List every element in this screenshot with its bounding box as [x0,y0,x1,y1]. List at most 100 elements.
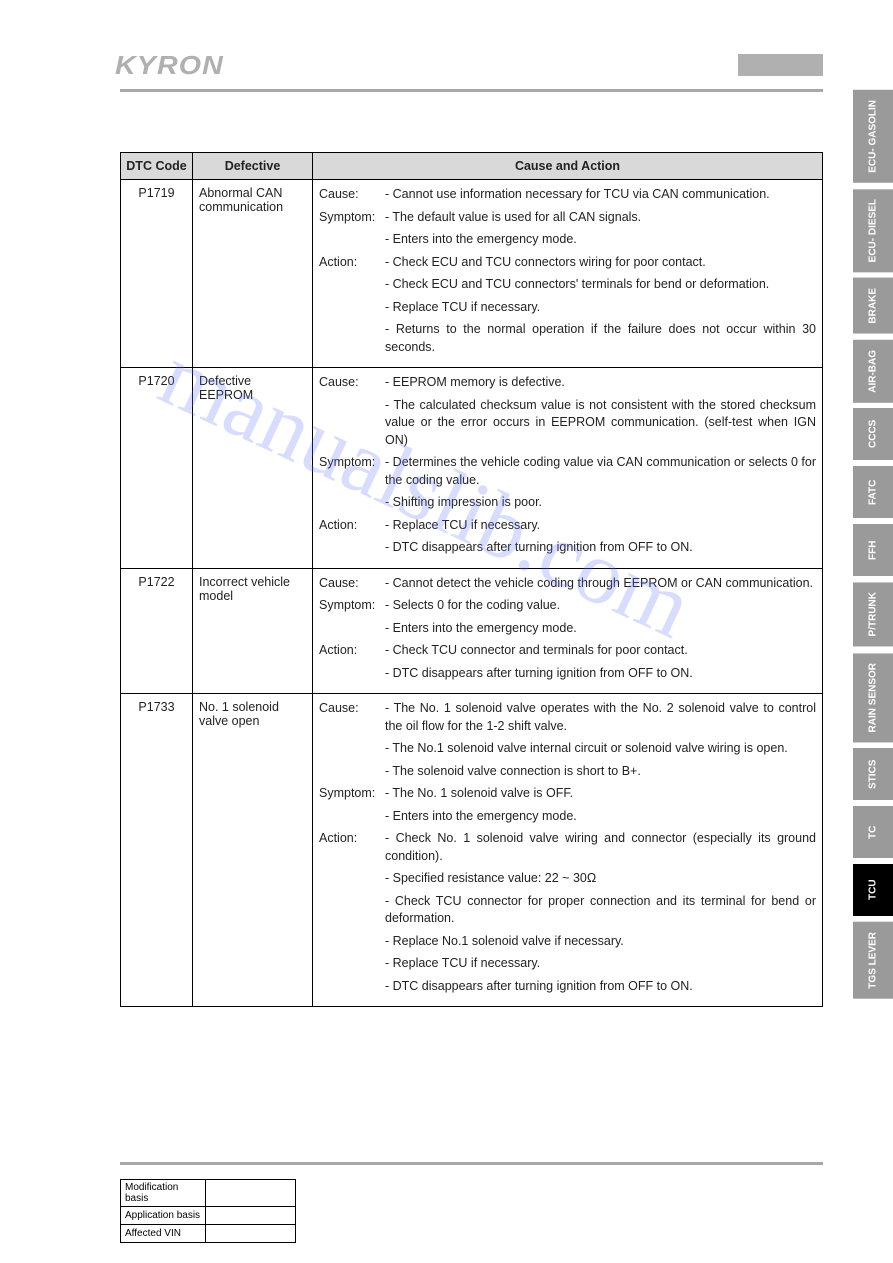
ca-label: Symptom: [319,597,385,615]
side-tab[interactable]: AIR-BAG [853,340,893,403]
ca-text: DTC disappears after turning ignition fr… [385,978,816,996]
meta-row: Application basis [121,1207,296,1225]
meta-label: Modification basis [121,1180,206,1207]
ca-text: DTC disappears after turning ignition fr… [385,539,816,557]
meta-row: Modification basis [121,1180,296,1207]
brand-logo: KYRON [115,50,224,81]
ca-text: Specified resistance value: 22 ~ 30Ω [385,870,816,888]
footer-rule [120,1162,823,1165]
cause-action-line: Enters into the emergency mode. [319,808,816,826]
ca-text: Replace TCU if necessary. [385,955,816,973]
table-row: P1720Defective EEPROMCause:EEPROM memory… [121,368,823,569]
ca-text: Check ECU and TCU connectors wiring for … [385,254,816,272]
ca-label [319,539,385,557]
ca-label [319,955,385,973]
side-tab-bar: ECU- GASOLIN ECU- DIESEL BRAKE AIR-BAG CCCS F… [853,90,893,999]
cause-action-line: Action:Check TCU connector and terminals… [319,642,816,660]
side-tab[interactable]: BRAKE [853,278,893,334]
cause-action-line: Returns to the normal operation if the f… [319,321,816,356]
ca-text: Replace No.1 solenoid valve if necessary… [385,933,816,951]
cause-action-line: Check ECU and TCU connectors' terminals … [319,276,816,294]
cause-action-line: Cause:Cannot use information necessary f… [319,186,816,204]
ca-label [319,870,385,888]
meta-value [206,1225,296,1243]
cell-defective: No. 1 solenoid valve open [193,694,313,1007]
ca-text: Check No. 1 solenoid valve wiring and co… [385,830,816,865]
ca-label: Action: [319,642,385,660]
cause-action-line: Action:Check No. 1 solenoid valve wiring… [319,830,816,865]
side-tab[interactable]: RAIN SENSOR [853,653,893,742]
ca-text: DTC disappears after turning ignition fr… [385,665,816,683]
cell-code: P1719 [121,180,193,368]
side-tab[interactable]: FFH [853,524,893,576]
ca-text: Check TCU connector and terminals for po… [385,642,816,660]
cause-action-line: DTC disappears after turning ignition fr… [319,978,816,996]
ca-text: EEPROM memory is defective. [385,374,816,392]
ca-text: The No. 1 solenoid valve is OFF. [385,785,816,803]
cause-action-line: Specified resistance value: 22 ~ 30Ω [319,870,816,888]
ca-label [319,933,385,951]
ca-text: The No.1 solenoid valve internal circuit… [385,740,816,758]
ca-label [319,299,385,317]
page-content: KYRON manualslib.com DTC Code Defective … [0,0,893,1263]
cell-cause-action: Cause:EEPROM memory is defective. The cal… [313,368,823,569]
ca-text: Selects 0 for the coding value. [385,597,816,615]
cause-action-line: Symptom:The No. 1 solenoid valve is OFF. [319,785,816,803]
ca-label [319,740,385,758]
cell-code: P1720 [121,368,193,569]
cell-defective: Defective EEPROM [193,368,313,569]
meta-value [206,1180,296,1207]
side-tab[interactable]: TCU [853,864,893,916]
ca-label: Action: [319,830,385,865]
cause-action-line: The No.1 solenoid valve internal circuit… [319,740,816,758]
ca-text: Shifting impression is poor. [385,494,816,512]
ca-text: Check TCU connector for proper connectio… [385,893,816,928]
ca-label: Cause: [319,700,385,735]
cell-code: P1733 [121,694,193,1007]
cause-action-line: The calculated checksum value is not con… [319,397,816,450]
ca-label [319,276,385,294]
cause-action-line: Replace No.1 solenoid valve if necessary… [319,933,816,951]
cause-action-line: The solenoid valve connection is short t… [319,763,816,781]
ca-label [319,321,385,356]
cause-action-line: Symptom:Selects 0 for the coding value. [319,597,816,615]
side-tab[interactable]: ECU- GASOLIN [853,90,893,183]
side-tab[interactable]: ECU- DIESEL [853,189,893,272]
side-tab[interactable]: STICS [853,748,893,800]
cell-code: P1722 [121,568,193,694]
ca-text: The default value is used for all CAN si… [385,209,816,227]
side-tab[interactable]: TGS LEVER [853,922,893,999]
table-row: P1722Incorrect vehicle modelCause:Cannot… [121,568,823,694]
ca-label: Action: [319,254,385,272]
cause-action-line: Cause:The No. 1 solenoid valve operates … [319,700,816,735]
cause-action-line: Cause:EEPROM memory is defective. [319,374,816,392]
ca-text: Cannot use information necessary for TCU… [385,186,816,204]
ca-label [319,231,385,249]
meta-label: Application basis [121,1207,206,1225]
cause-action-line: Action:Replace TCU if necessary. [319,517,816,535]
ca-label: Cause: [319,186,385,204]
ca-text: Determines the vehicle coding value via … [385,454,816,489]
cause-action-line: DTC disappears after turning ignition fr… [319,665,816,683]
side-tab[interactable]: FATC [853,466,893,518]
cause-action-line: Symptom:Determines the vehicle coding va… [319,454,816,489]
ca-label [319,893,385,928]
side-tab[interactable]: TC [853,806,893,858]
side-tab[interactable]: P/TRUNK [853,582,893,646]
side-tab[interactable]: CCCS [853,408,893,460]
cause-action-line: Shifting impression is poor. [319,494,816,512]
ca-text: Check ECU and TCU connectors' terminals … [385,276,816,294]
cell-cause-action: Cause:Cannot use information necessary f… [313,180,823,368]
ca-label: Symptom: [319,454,385,489]
th-defective: Defective [193,153,313,180]
ca-label [319,397,385,450]
ca-label [319,494,385,512]
ca-label: Symptom: [319,209,385,227]
th-code: DTC Code [121,153,193,180]
ca-label: Symptom: [319,785,385,803]
meta-row: Affected VIN [121,1225,296,1243]
cell-defective: Abnormal CAN communication [193,180,313,368]
meta-table: Modification basis Application basis Aff… [120,1179,296,1243]
cause-action-line: Replace TCU if necessary. [319,955,816,973]
ca-text: Enters into the emergency mode. [385,231,816,249]
